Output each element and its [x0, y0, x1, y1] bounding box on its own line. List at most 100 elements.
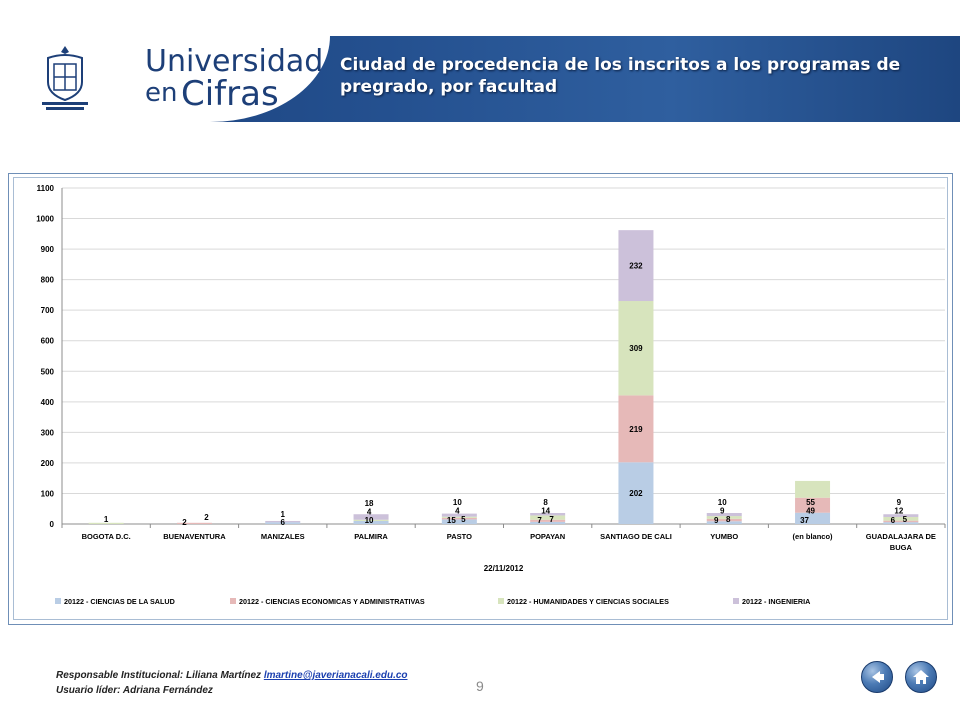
legend-label: 20122 - CIENCIAS ECONOMICAS Y ADMINISTRA… [239, 597, 425, 606]
footer-lead-user: Usuario líder: Adriana Fernández [56, 685, 213, 696]
data-label: 55 [806, 498, 815, 507]
university-crest-icon [42, 46, 88, 110]
data-label: 10 [365, 516, 374, 525]
x-tick-label: YUMBO [710, 532, 738, 541]
data-label: 2 [182, 518, 187, 527]
data-label: 309 [629, 344, 643, 353]
bar-segment [353, 514, 389, 520]
chart-frame [8, 173, 953, 625]
x-tick-label: SANTIAGO DE CALI [600, 532, 672, 541]
bar-segment [706, 513, 742, 517]
data-label: 219 [629, 425, 643, 434]
bar-segment [618, 230, 654, 302]
bar-segment [706, 516, 742, 519]
bar-segment [353, 520, 389, 524]
bar-segment [441, 516, 477, 518]
x-tick-label: BUGA [890, 543, 913, 552]
x-tick-label: PALMIRA [354, 532, 388, 541]
data-label: 9 [897, 498, 902, 507]
x-tick-label: PASTO [447, 532, 472, 541]
chart-area [13, 177, 948, 620]
bar-segment [795, 497, 831, 513]
bar-segment [883, 520, 919, 523]
data-label: 8 [726, 515, 731, 524]
bar-segment [265, 520, 301, 523]
bar-segment [883, 514, 919, 517]
back-button[interactable] [861, 661, 893, 693]
data-label: 9 [714, 516, 719, 525]
data-label: 232 [629, 262, 643, 271]
bar-segment [530, 515, 566, 520]
brand-en: en [145, 78, 178, 108]
home-button[interactable] [905, 661, 937, 693]
data-label: 9 [720, 507, 725, 516]
data-label: 8 [543, 498, 548, 507]
data-label: 6 [281, 518, 286, 527]
bar-segment [795, 480, 831, 498]
data-label: 6 [891, 516, 896, 525]
y-tick-label: 900 [41, 245, 55, 254]
x-tick-label: GUADALAJARA DE [866, 532, 936, 541]
data-label: 4 [455, 507, 460, 516]
bar-segment [530, 519, 566, 522]
data-label: 1 [281, 510, 286, 519]
y-tick-label: 100 [41, 489, 55, 498]
home-icon [913, 670, 929, 684]
data-label: 37 [800, 516, 809, 525]
bar-segment [795, 512, 831, 524]
bar-segment [88, 522, 124, 524]
data-label: 14 [541, 507, 550, 516]
footer-responsible: Responsable Institucional: Liliana Martí… [56, 670, 408, 681]
bar-segment [618, 462, 654, 524]
bar-segment [530, 513, 566, 516]
data-label: 49 [806, 507, 815, 516]
page-title: Ciudad de procedencia de los inscritos a… [340, 55, 901, 97]
y-tick-label: 1000 [36, 215, 54, 224]
data-label: 10 [453, 498, 462, 507]
header-banner: Universidad en Cifras Ciudad de proceden… [0, 36, 960, 122]
data-label: 7 [537, 516, 542, 525]
bar-segment [176, 522, 212, 524]
legend-swatch [55, 598, 61, 604]
y-tick-label: 800 [41, 276, 55, 285]
bar-segment [706, 521, 742, 524]
y-tick-label: 500 [41, 367, 55, 376]
data-label: 7 [549, 515, 554, 524]
brand-cifras: Cifras [181, 74, 279, 114]
brand-universidad: Universidad [145, 44, 324, 79]
bar-segment [706, 518, 742, 522]
x-tick-label: BOGOTA D.C. [82, 532, 131, 541]
data-label: 12 [894, 507, 903, 516]
y-tick-label: 0 [50, 520, 55, 529]
footer-email-link[interactable]: lmartine@javerianacali.edu.co [263, 670, 408, 681]
legend-swatch [230, 598, 236, 604]
x-tick-label: (en blanco) [793, 532, 834, 541]
data-label: 1 [104, 515, 109, 524]
y-tick-label: 200 [41, 459, 55, 468]
legend-swatch [498, 598, 504, 604]
bar-segment [530, 521, 566, 524]
bar-segment [883, 516, 919, 521]
y-tick-label: 700 [41, 306, 55, 315]
y-tick-label: 400 [41, 398, 55, 407]
bar-segment [618, 395, 654, 463]
data-label: 2 [204, 513, 209, 522]
data-label: 10 [718, 498, 727, 507]
legend-label: 20122 - CIENCIAS DE LA SALUD [64, 597, 175, 606]
x-tick-label: BUENAVENTURA [163, 532, 226, 541]
data-label: 18 [365, 499, 374, 508]
data-label: 202 [629, 489, 643, 498]
y-tick-label: 600 [41, 337, 55, 346]
legend-label: 20122 - INGENIERIA [742, 597, 810, 606]
y-tick-label: 300 [41, 428, 55, 437]
data-label: 5 [461, 515, 466, 524]
brand-panel: Universidad en Cifras [0, 36, 330, 122]
back-arrow-icon [872, 671, 884, 683]
bar-segment [265, 522, 301, 524]
x-tick-label: POPAYAN [530, 532, 565, 541]
bar-segment [441, 517, 477, 520]
legend-label: 20122 - HUMANIDADES Y CIENCIAS SOCIALES [507, 597, 669, 606]
x-tick-label: MANIZALES [261, 532, 305, 541]
bar-segment [883, 522, 919, 524]
